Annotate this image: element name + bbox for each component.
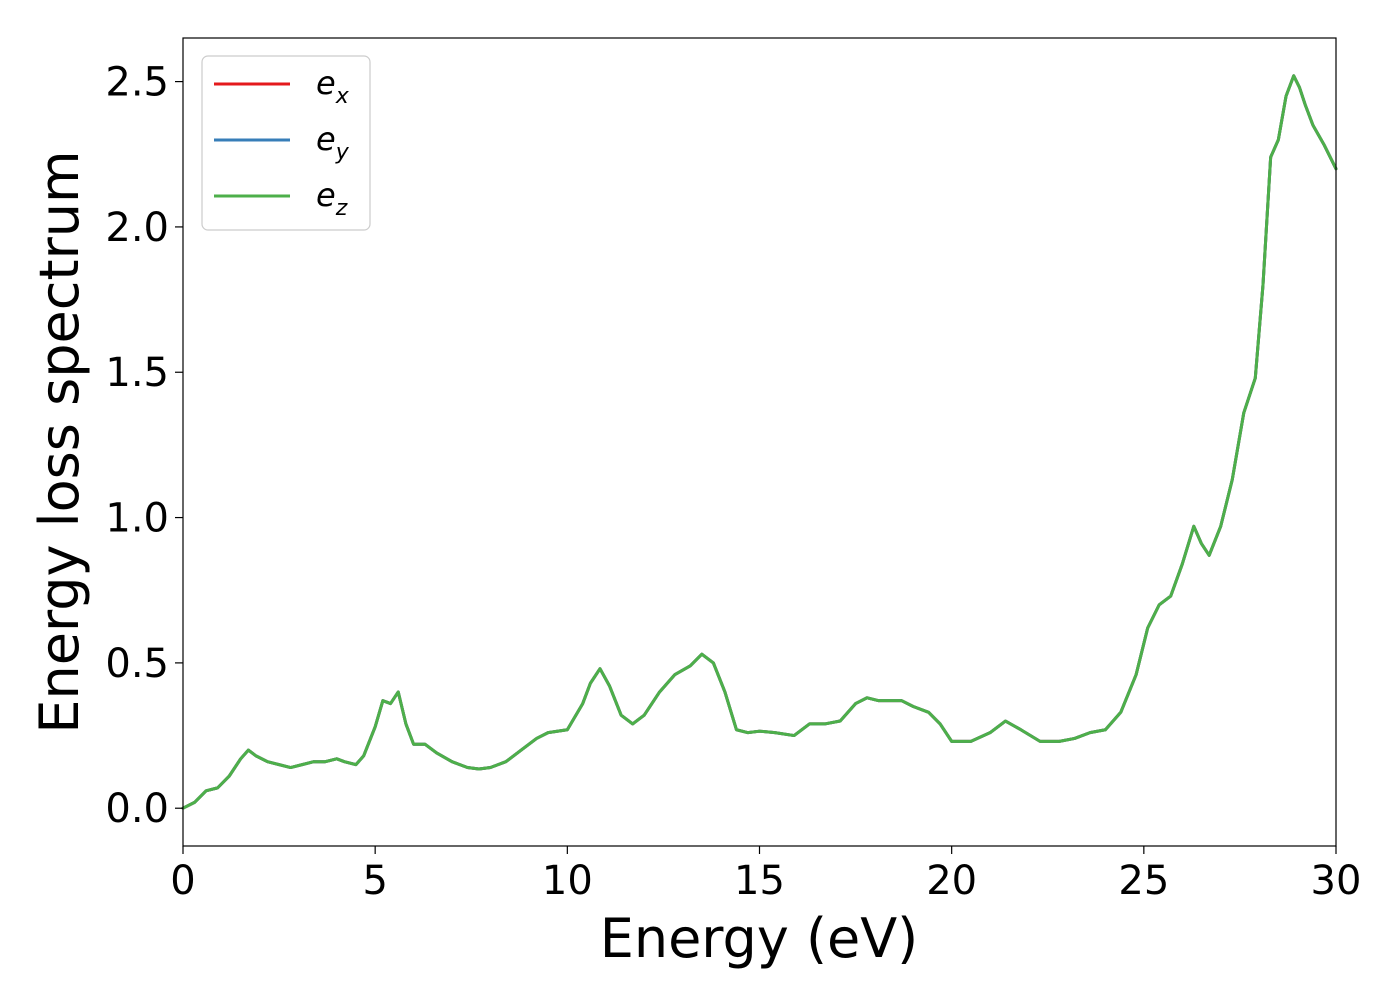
y-tick-label: 2.5 xyxy=(105,60,169,106)
x-tick-label: 25 xyxy=(1118,858,1169,904)
plot-area xyxy=(183,38,1336,846)
y-tick-label: 0.5 xyxy=(105,641,169,687)
series-layer xyxy=(181,74,1338,810)
x-tick-label: 20 xyxy=(926,858,977,904)
x-tick-label: 30 xyxy=(1311,858,1362,904)
y-axis: 0.0 0.5 1.0 1.5 2.0 2.5 xyxy=(105,60,183,832)
y-tick-label: 0.0 xyxy=(105,786,169,832)
y-tick-label: 2.0 xyxy=(105,205,169,251)
x-tick-label: 15 xyxy=(734,858,785,904)
x-tick-label: 5 xyxy=(362,858,387,904)
y-axis-title: Energy loss spectrum xyxy=(28,150,91,733)
x-axis: 0 5 10 15 20 25 30 xyxy=(170,846,1361,904)
y-tick-label: 1.5 xyxy=(105,350,169,396)
legend-box xyxy=(201,55,371,231)
series-line-ez xyxy=(181,74,1338,810)
x-tick-label: 0 xyxy=(170,858,195,904)
y-tick-label: 1.0 xyxy=(105,496,169,542)
x-axis-title: Energy (eV) xyxy=(600,907,919,970)
x-tick-label: 10 xyxy=(542,858,593,904)
